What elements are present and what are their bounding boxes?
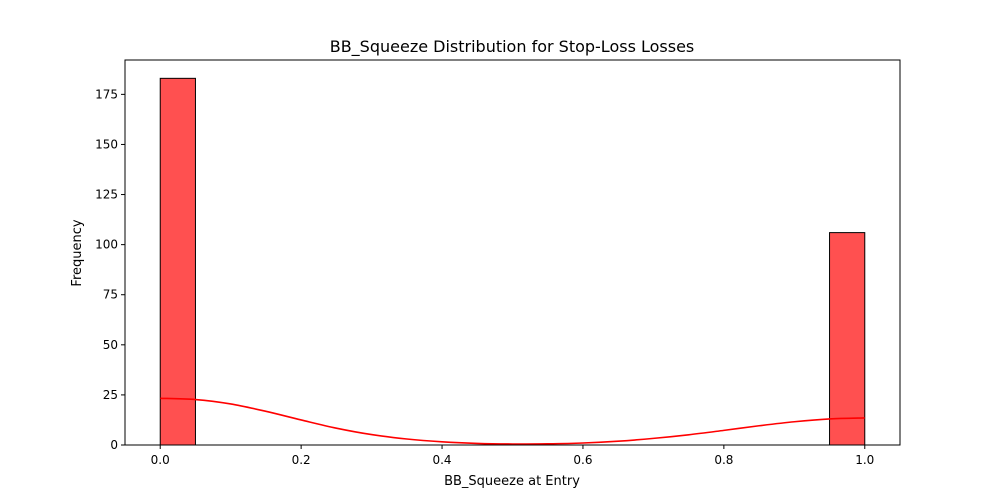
kde-layer: [160, 397, 865, 445]
y-tick-label: 125: [95, 188, 118, 202]
bars-layer: [159, 77, 866, 446]
y-tick-label: 175: [95, 87, 118, 101]
x-tick-label: 0.0: [151, 453, 170, 467]
y-tick-label: 0: [110, 438, 118, 452]
x-tick-label: 0.8: [714, 453, 733, 467]
histogram-bar-1: [829, 232, 866, 446]
chart-title: BB_Squeeze Distribution for Stop-Loss Lo…: [330, 37, 695, 57]
x-tick-label: 0.6: [573, 453, 592, 467]
y-tick-label: 25: [103, 388, 118, 402]
x-tick-label: 1.0: [855, 453, 874, 467]
x-tick-label: 0.2: [292, 453, 311, 467]
histogram-bar-0: [159, 77, 196, 446]
kde-curve: [160, 397, 865, 445]
axes-layer: 0.0 0.2 0.4 0.6 0.8 1.0 0 25 50 75 100 125 150 175: [95, 59, 901, 467]
y-tick-label: 75: [103, 288, 118, 302]
x-axis-label: BB_Squeeze at Entry: [444, 474, 580, 489]
plot-frame: [124, 59, 901, 446]
y-tick-label: 150: [95, 137, 118, 151]
x-tick-label: 0.4: [432, 453, 451, 467]
y-tick-label: 50: [103, 338, 118, 352]
y-axis-label: Frequency: [70, 219, 85, 286]
y-tick-label: 100: [95, 238, 118, 252]
